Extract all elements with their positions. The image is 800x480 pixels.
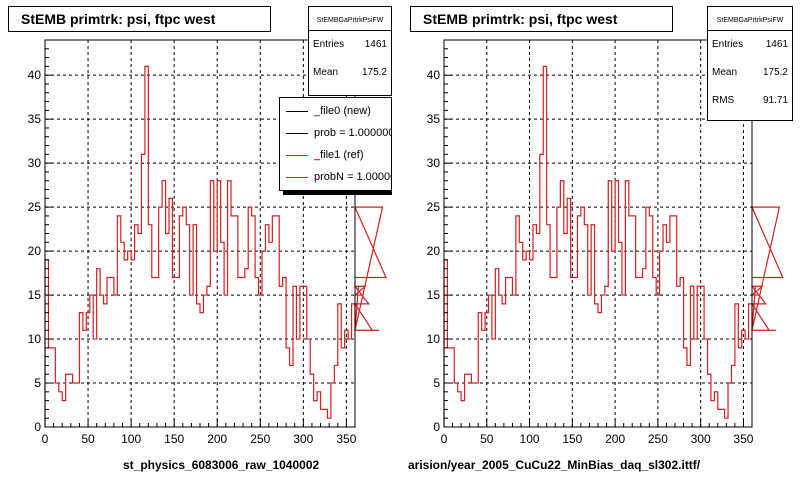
- panel1-x-tick-label-250: 250: [250, 432, 270, 446]
- panel1-x-tick-label-150: 150: [164, 432, 184, 446]
- panel1-title: StEMB primtrk: psi, ftpc west: [21, 11, 216, 27]
- panel2-x-tick-label-100: 100: [520, 432, 540, 446]
- panel1-stats-entries-value: 1461: [364, 39, 387, 50]
- panel2-y-tick-label-0: 0: [433, 420, 440, 434]
- panel2-stats-rms-row: RMS 91.71: [708, 87, 792, 115]
- panel2-y-tick-label-30: 30: [427, 156, 441, 170]
- panel1-y-tick-label-25: 25: [28, 200, 42, 214]
- panel1-stats-mean-value: 175.2: [361, 67, 387, 78]
- panel2-y-tick-label-40: 40: [427, 68, 441, 82]
- legend-entry-ref: _file1 (ref): [280, 144, 391, 166]
- panel2-series-0: [443, 65, 784, 427]
- panel2-x-tick-label-50: 50: [480, 432, 494, 446]
- panel2-stats-mean-row: Mean 175.2: [708, 59, 792, 87]
- panel1-x-tick-label-0: 0: [42, 432, 49, 446]
- legend-box: _file0 (new) prob = 1.000000 _file1 (ref…: [279, 97, 392, 191]
- panel1-y-tick-label-30: 30: [28, 156, 42, 170]
- panel2-title-box: StEMB primtrk: psi, ftpc west: [410, 6, 673, 32]
- panel2-title: StEMB primtrk: psi, ftpc west: [423, 11, 618, 27]
- panel1-footer: st_physics_6083006_raw_1040002: [123, 458, 320, 472]
- panel1-y-tick-label-5: 5: [34, 376, 41, 390]
- panel2-y-tick-label-5: 5: [433, 376, 440, 390]
- legend-line-prob: [286, 132, 308, 134]
- legend-label-new: _file0 (new): [314, 105, 371, 117]
- panel2-y-tick-label-10: 10: [427, 332, 441, 346]
- legend-entry-prob: prob = 1.000000: [280, 122, 391, 144]
- panel2-y-tick-label-20: 20: [427, 244, 441, 258]
- panel1-x-tick-label-50: 50: [81, 432, 95, 446]
- panel2-x-tick-label-250: 250: [648, 432, 668, 446]
- panel1-y-tick-label-0: 0: [34, 420, 41, 434]
- legend-line-new: [286, 110, 308, 112]
- panel1-x-tick-label-200: 200: [207, 432, 227, 446]
- legend-line-ref: [286, 154, 308, 156]
- legend-label-probn: probN = 1.000000: [314, 171, 391, 183]
- panel2-plot-area: [444, 40, 752, 427]
- panel1-x-tick-label-300: 300: [293, 432, 313, 446]
- panel1-stats-header: StEMBGaPrtrkPsiFW: [309, 7, 391, 31]
- legend-label-ref: _file1 (ref): [314, 149, 364, 161]
- panel2-stats-rms-value: 91.71: [762, 95, 788, 106]
- panel2-stats-mean-label: Mean: [712, 67, 738, 78]
- panel2-stats-entries-label: Entries: [712, 39, 744, 50]
- panel1-stats-box: StEMBGaPrtrkPsiFW Entries 1461 Mean 175.…: [308, 6, 392, 96]
- legend-entry-probn: probN = 1.000000: [280, 166, 391, 188]
- panel2-stats-entries-value: 1461: [765, 39, 788, 50]
- panel1-x-tick-label-350: 350: [336, 432, 356, 446]
- panel2-stats-rms-label: RMS: [712, 95, 735, 106]
- panel1-x-tick-label-100: 100: [121, 432, 141, 446]
- panel2-stats-header: StEMBGaPrtrkPsiFW: [708, 7, 792, 31]
- panel2-stats-entries-row: Entries 1461: [708, 31, 792, 59]
- panel1-y-tick-label-35: 35: [28, 112, 42, 126]
- panel2-y-tick-label-15: 15: [427, 288, 441, 302]
- panel1-y-tick-label-10: 10: [28, 332, 42, 346]
- panel2-stats-box: StEMBGaPrtrkPsiFW Entries 1461 Mean 175.…: [707, 6, 793, 121]
- panel1-series-0: [44, 65, 387, 427]
- panel2-x-tick-label-350: 350: [733, 432, 753, 446]
- legend-label-prob: prob = 1.000000: [314, 127, 392, 139]
- legend-line-probn: [286, 176, 308, 178]
- panel1-stats-mean-row: Mean 175.2: [309, 59, 391, 87]
- panel2-x-tick-label-150: 150: [562, 432, 582, 446]
- panel1-y-tick-label-40: 40: [28, 68, 42, 82]
- panel1-stats-entries-row: Entries 1461: [309, 31, 391, 59]
- panel2-footer: arision/year_2005_CuCu22_MinBias_daq_sl3…: [408, 458, 701, 472]
- legend-entry-new: _file0 (new): [280, 100, 391, 122]
- panel2-y-tick-label-35: 35: [427, 112, 441, 126]
- panel1-y-tick-label-15: 15: [28, 288, 42, 302]
- panel2-x-tick-label-200: 200: [605, 432, 625, 446]
- panel1-y-tick-label-20: 20: [28, 244, 42, 258]
- panel2-x-tick-label-0: 0: [441, 432, 448, 446]
- panel1-stats-entries-label: Entries: [313, 39, 345, 50]
- panel2-y-tick-label-25: 25: [427, 200, 441, 214]
- panel1-stats-mean-label: Mean: [313, 67, 339, 78]
- panel2-x-tick-label-300: 300: [691, 432, 711, 446]
- panel2-stats-mean-value: 175.2: [762, 67, 788, 78]
- panel1-title-box: StEMB primtrk: psi, ftpc west: [8, 6, 271, 32]
